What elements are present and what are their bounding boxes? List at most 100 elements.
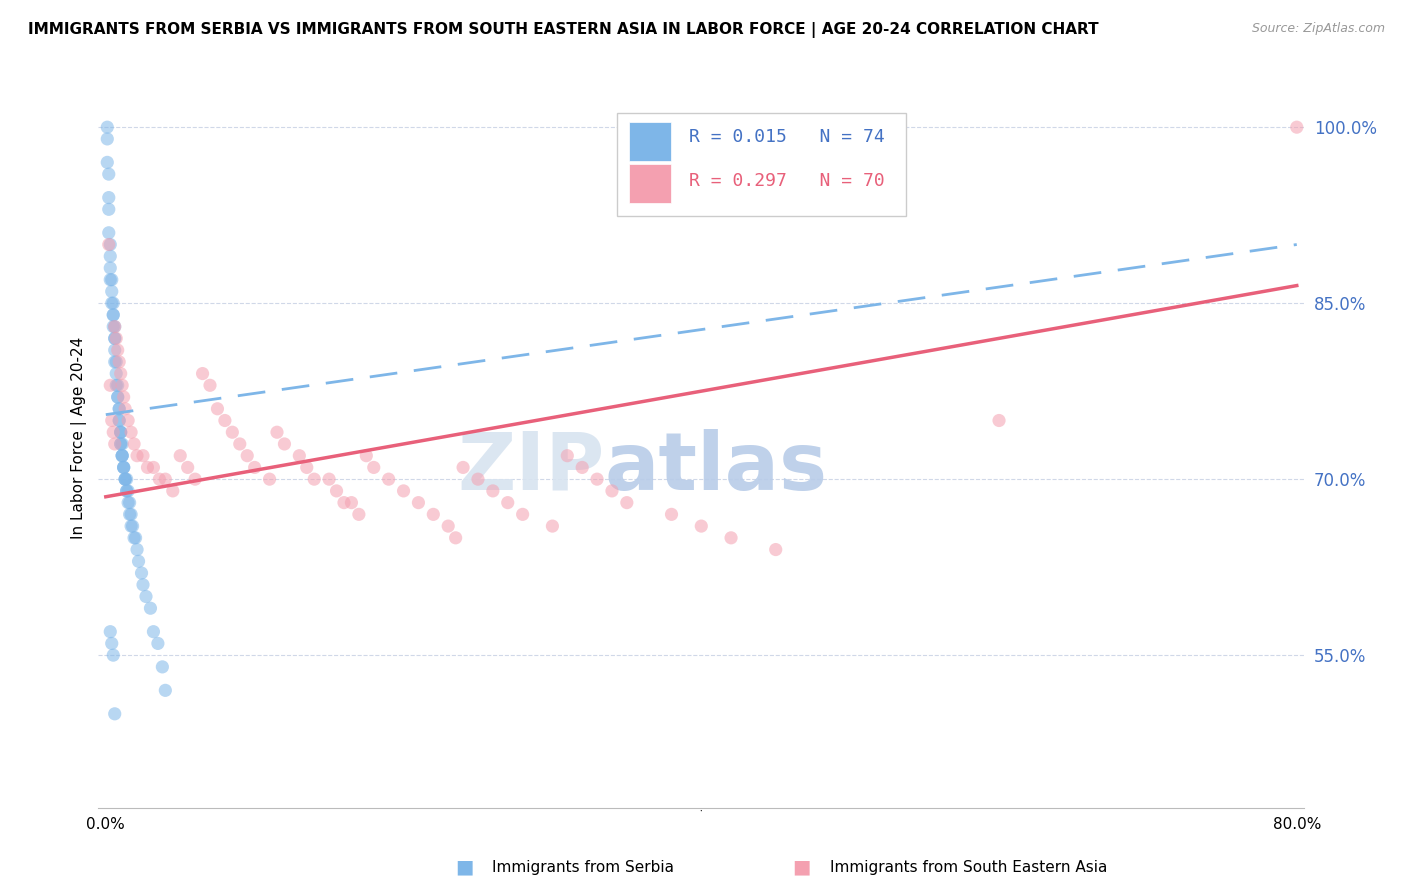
Point: [96, 132, 118, 146]
Point: [100, 273, 122, 287]
Point: [96, 120, 118, 135]
Point: [131, 566, 153, 580]
Point: [169, 449, 191, 463]
Point: [690, 519, 713, 533]
Point: [451, 460, 474, 475]
Point: [142, 460, 165, 475]
Point: [104, 437, 127, 451]
Point: [115, 483, 138, 498]
Point: [124, 531, 146, 545]
FancyBboxPatch shape: [617, 113, 907, 217]
Point: [117, 495, 139, 509]
Point: [720, 531, 742, 545]
Point: [112, 460, 135, 475]
Point: [198, 378, 221, 392]
Point: [1285, 120, 1308, 135]
Point: [765, 542, 787, 557]
Point: [111, 449, 134, 463]
Point: [100, 296, 122, 310]
Point: [117, 483, 139, 498]
Point: [118, 495, 141, 509]
Point: [496, 495, 519, 509]
Point: [155, 472, 177, 486]
Point: [117, 413, 139, 427]
Point: [325, 483, 347, 498]
Point: [114, 472, 136, 486]
Point: [107, 343, 129, 357]
Point: [103, 648, 125, 662]
Point: [115, 483, 138, 498]
Point: [437, 519, 460, 533]
Point: [110, 425, 132, 440]
Point: [318, 472, 340, 486]
Point: [104, 319, 127, 334]
Point: [221, 425, 243, 440]
Point: [97, 202, 120, 217]
Point: [103, 308, 125, 322]
Point: [616, 495, 638, 509]
Text: R = 0.297   N = 70: R = 0.297 N = 70: [689, 172, 884, 190]
Point: [555, 449, 578, 463]
Point: [104, 706, 127, 721]
Point: [98, 273, 121, 287]
Point: [98, 237, 121, 252]
Point: [97, 237, 120, 252]
Text: atlas: atlas: [605, 429, 828, 507]
Point: [243, 460, 266, 475]
Point: [139, 601, 162, 615]
Point: [110, 425, 132, 440]
Point: [111, 437, 134, 451]
Bar: [628, 122, 671, 161]
Point: [103, 308, 125, 322]
Point: [288, 449, 311, 463]
Point: [148, 472, 170, 486]
Point: [107, 378, 129, 392]
Point: [96, 155, 118, 169]
Point: [422, 508, 444, 522]
Point: [98, 624, 121, 639]
Point: [176, 460, 198, 475]
Point: [104, 343, 127, 357]
Text: R = 0.015   N = 74: R = 0.015 N = 74: [689, 128, 884, 145]
Point: [467, 472, 489, 486]
Point: [236, 449, 259, 463]
Point: [132, 578, 155, 592]
Point: [100, 636, 122, 650]
Point: [214, 413, 236, 427]
Point: [266, 425, 288, 440]
Text: ZIP: ZIP: [457, 429, 605, 507]
Point: [136, 460, 159, 475]
Point: [571, 460, 593, 475]
Point: [661, 508, 683, 522]
Point: [110, 367, 132, 381]
Point: [110, 437, 132, 451]
Point: [184, 472, 207, 486]
Text: ■: ■: [792, 857, 811, 877]
Point: [125, 449, 148, 463]
Point: [100, 413, 122, 427]
Point: [98, 378, 121, 392]
Point: [97, 226, 120, 240]
Point: [114, 472, 136, 486]
Point: [259, 472, 281, 486]
Text: Immigrants from Serbia: Immigrants from Serbia: [492, 860, 673, 874]
Point: [120, 508, 142, 522]
Point: [302, 472, 325, 486]
Point: [114, 401, 136, 416]
Point: [103, 319, 125, 334]
Point: [98, 260, 121, 275]
Point: [122, 437, 145, 451]
Point: [150, 660, 173, 674]
Point: [97, 191, 120, 205]
Point: [340, 495, 363, 509]
Point: [600, 483, 623, 498]
Point: [115, 472, 138, 486]
Point: [120, 425, 142, 440]
Point: [392, 483, 415, 498]
Point: [408, 495, 430, 509]
Point: [155, 683, 177, 698]
Point: [97, 167, 120, 181]
Point: [107, 390, 129, 404]
Point: [104, 355, 127, 369]
Point: [105, 367, 128, 381]
